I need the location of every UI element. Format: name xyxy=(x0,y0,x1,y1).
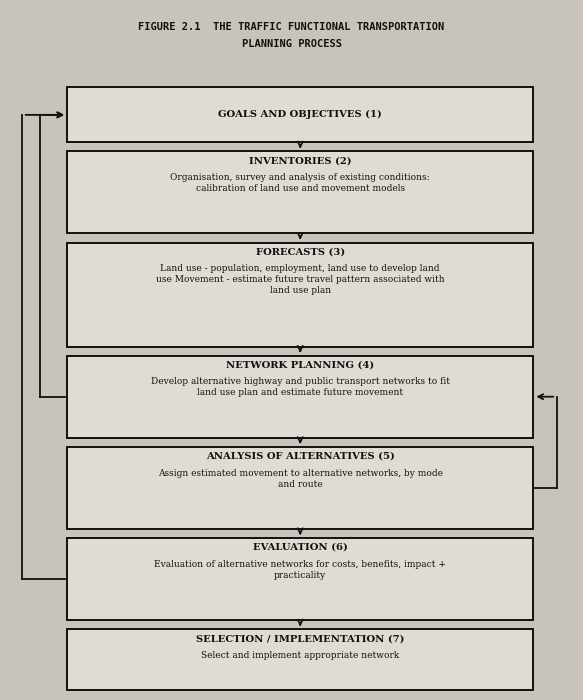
Text: PLANNING PROCESS: PLANNING PROCESS xyxy=(241,39,342,49)
Text: INVENTORIES (2): INVENTORIES (2) xyxy=(249,156,352,165)
Text: FIGURE 2.1  THE TRAFFIC FUNCTIONAL TRANSPORTATION: FIGURE 2.1 THE TRAFFIC FUNCTIONAL TRANSP… xyxy=(138,22,445,32)
Text: Organisation, survey and analysis of existing conditions:
calibration of land us: Organisation, survey and analysis of exi… xyxy=(170,173,430,193)
Bar xyxy=(67,242,533,346)
Text: ANALYSIS OF ALTERNATIVES (5): ANALYSIS OF ALTERNATIVES (5) xyxy=(206,452,395,461)
Bar xyxy=(67,629,533,690)
Bar xyxy=(67,151,533,233)
Text: Develop alternative highway and public transport networks to fit
land use plan a: Develop alternative highway and public t… xyxy=(151,377,449,398)
Text: Evaluation of alternative networks for costs, benefits, impact +
practicality: Evaluation of alternative networks for c… xyxy=(154,560,446,580)
Text: Select and implement appropriate network: Select and implement appropriate network xyxy=(201,651,399,660)
Text: GOALS AND OBJECTIVES (1): GOALS AND OBJECTIVES (1) xyxy=(218,111,382,120)
Text: Land use - population, employment, land use to develop land
use Movement - estim: Land use - population, employment, land … xyxy=(156,264,445,295)
Bar xyxy=(67,538,533,620)
Bar xyxy=(67,356,533,438)
Bar xyxy=(67,88,533,142)
Text: EVALUATION (6): EVALUATION (6) xyxy=(253,543,347,552)
Text: NETWORK PLANNING (4): NETWORK PLANNING (4) xyxy=(226,360,374,370)
Text: FORECASTS (3): FORECASTS (3) xyxy=(255,247,345,256)
Text: SELECTION / IMPLEMENTATION (7): SELECTION / IMPLEMENTATION (7) xyxy=(196,634,405,643)
Bar xyxy=(67,447,533,529)
Text: Assign estimated movement to alternative networks, by mode
and route: Assign estimated movement to alternative… xyxy=(158,468,442,489)
